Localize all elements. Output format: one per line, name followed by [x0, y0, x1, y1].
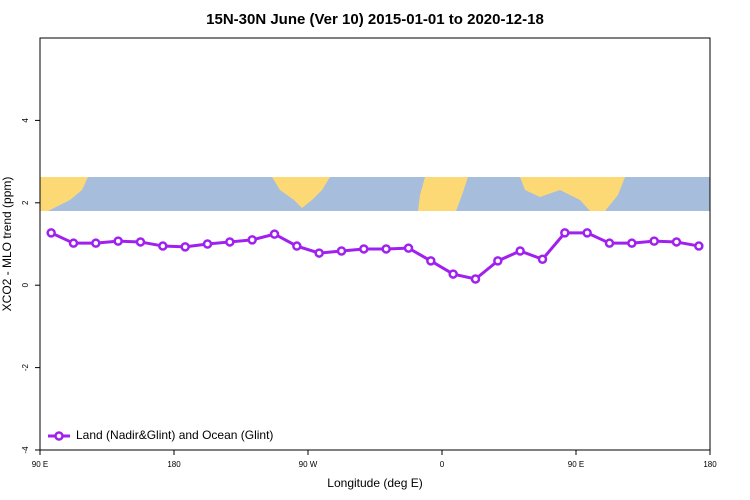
point	[359, 244, 369, 254]
point	[515, 246, 525, 256]
point	[381, 244, 391, 254]
x-tick-label: 180	[167, 460, 181, 469]
point	[135, 237, 146, 247]
point	[649, 236, 659, 246]
x-tick-label: 0	[440, 460, 445, 469]
point	[336, 246, 347, 256]
y-tick-label: -2	[21, 363, 30, 371]
x-tick-label: 90 E	[32, 460, 48, 469]
map-strip	[40, 177, 710, 211]
point	[694, 241, 704, 251]
y-axis-label: XCO2 - MLO trend (ppm)	[0, 177, 14, 312]
y-tick-label: 0	[21, 282, 30, 287]
x-tick-label: 180	[703, 460, 717, 469]
point	[448, 269, 458, 279]
series-line	[50, 231, 700, 281]
point	[113, 236, 123, 246]
point	[91, 238, 101, 248]
point	[493, 256, 503, 266]
y-tick-label: 2	[21, 200, 30, 205]
point	[582, 228, 592, 238]
chart-title: 15N-30N June (Ver 10) 2015-01-01 to 2020…	[206, 11, 544, 28]
point	[560, 228, 570, 238]
legend-marker	[54, 431, 64, 441]
x-axis-label: Longitude (deg E)	[327, 476, 422, 490]
point	[426, 256, 436, 266]
point	[202, 239, 213, 249]
point	[158, 241, 168, 251]
point	[604, 238, 615, 248]
point	[671, 237, 682, 247]
point	[403, 243, 414, 253]
point	[46, 228, 56, 238]
point	[470, 274, 481, 284]
point	[314, 248, 324, 258]
x-tick-label: 90 W	[299, 460, 318, 469]
point	[292, 241, 302, 251]
y-tick-label: 4	[21, 118, 30, 123]
point	[269, 229, 280, 239]
point	[247, 235, 257, 245]
point	[537, 254, 548, 264]
point	[68, 238, 79, 248]
plot-frame	[39, 37, 711, 451]
legend-label: Land (Nadir&Glint) and Ocean (Glint)	[76, 428, 273, 442]
x-tick-label: 90 E	[568, 460, 584, 469]
y-tick-label: -4	[21, 446, 30, 454]
point	[225, 237, 235, 247]
point	[180, 242, 190, 252]
point	[627, 238, 637, 248]
